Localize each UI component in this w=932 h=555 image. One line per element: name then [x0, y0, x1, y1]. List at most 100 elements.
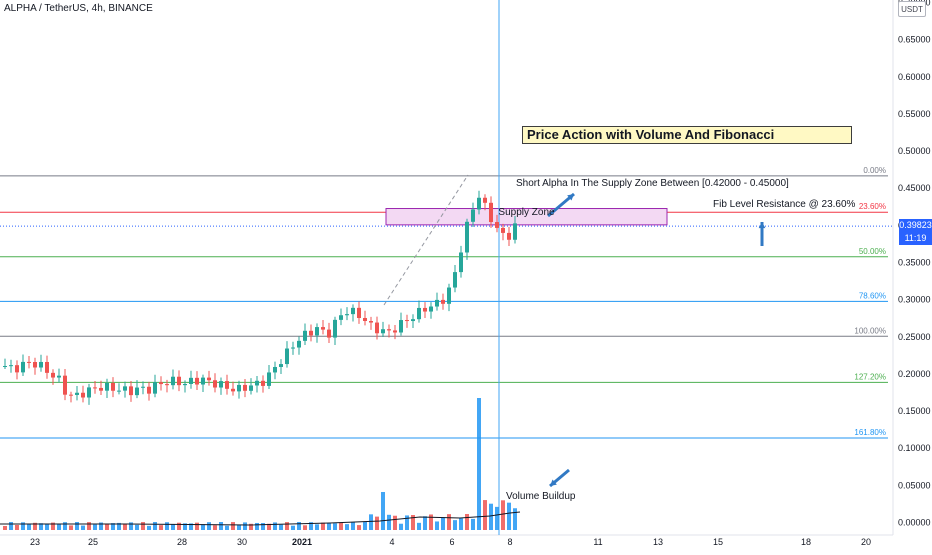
x-tick-label: 28	[177, 537, 187, 547]
chart-annotation-title[interactable]: Price Action with Volume And Fibonacci	[522, 126, 852, 144]
volume-bar	[393, 515, 397, 530]
volume-bar	[441, 517, 445, 530]
candle-body	[453, 272, 457, 288]
volume-bar	[471, 518, 475, 530]
fib-resistance-annotation[interactable]: Fib Level Resistance @ 23.60%	[713, 199, 856, 210]
volume-bar	[39, 523, 43, 530]
currency-badge[interactable]: USDT	[898, 1, 926, 17]
candle-body	[363, 318, 367, 322]
candle-body	[27, 361, 31, 363]
candle-body	[51, 372, 55, 378]
volume-bar	[207, 522, 211, 530]
candle-body	[369, 321, 373, 323]
fib-label: 50.00%	[859, 247, 886, 256]
volume-bar	[219, 522, 223, 530]
volume-bar	[345, 524, 349, 530]
candle-body	[219, 381, 223, 388]
volume-bar	[399, 523, 403, 530]
y-tick-label: 0.15000	[898, 406, 931, 416]
volume-bar	[369, 514, 373, 530]
volume-bar	[171, 524, 175, 530]
candle-body	[309, 330, 313, 336]
volume-bar	[309, 522, 313, 530]
countdown-badge: 11:19	[899, 232, 932, 246]
candle-body	[69, 394, 73, 396]
candle-body	[189, 377, 193, 384]
volume-bar	[45, 523, 49, 530]
candle-body	[345, 314, 349, 316]
candle-body	[57, 375, 61, 378]
candle-body	[195, 377, 199, 385]
candle-body	[333, 319, 337, 338]
supply-zone	[385, 208, 668, 226]
volume-annotation[interactable]: Volume Buildup	[506, 491, 576, 502]
volume-bar	[267, 523, 271, 530]
candle-body	[417, 307, 421, 320]
volume-bar	[51, 522, 55, 530]
candle-body	[327, 329, 331, 338]
y-tick-label: 0.35000	[898, 257, 931, 267]
candle-body	[15, 365, 19, 373]
candle-body	[255, 380, 259, 386]
volume-bar	[15, 524, 19, 530]
fib-label: 0.00%	[863, 166, 886, 175]
volume-bar	[225, 525, 229, 530]
candle-body	[45, 361, 49, 373]
volume-bar	[387, 514, 391, 530]
candle-body	[273, 366, 277, 373]
volume-bar	[27, 524, 31, 530]
volume-bar	[363, 522, 367, 530]
candle-body	[141, 386, 145, 388]
candle-body	[507, 232, 511, 240]
candle-body	[351, 307, 355, 315]
volume-bar	[279, 524, 283, 530]
volume-bar	[249, 523, 253, 530]
candle-body	[447, 287, 451, 304]
volume-bar	[357, 525, 361, 530]
volume-bar	[465, 514, 469, 530]
x-tick-label: 30	[237, 537, 247, 547]
volume-bar	[429, 514, 433, 530]
volume-bar	[411, 515, 415, 530]
short-annotation[interactable]: Short Alpha In The Supply Zone Between […	[516, 178, 789, 189]
symbol-title: ALPHA / TetherUS, 4h, BINANCE	[4, 3, 153, 14]
volume-bar	[231, 522, 235, 530]
volume-bar	[189, 523, 193, 530]
volume-bar	[261, 523, 265, 530]
y-tick-label: 0.55000	[898, 109, 931, 119]
candle-body	[93, 387, 97, 389]
volume-bar	[123, 523, 127, 530]
y-tick-label: 0.30000	[898, 295, 931, 305]
volume-bar	[183, 523, 187, 530]
candle-body	[477, 197, 481, 210]
volume-arrow-icon-head	[550, 479, 557, 486]
volume-bar	[447, 514, 451, 530]
candle-body	[489, 202, 493, 223]
volume-bar	[483, 500, 487, 530]
candle-body	[495, 222, 499, 228]
x-tick-label: 13	[653, 537, 663, 547]
volume-bar	[237, 524, 241, 530]
volume-bar	[3, 526, 7, 530]
candle-body	[237, 384, 241, 392]
candle-body	[111, 383, 115, 391]
candle-body	[381, 329, 385, 334]
volume-bar	[117, 522, 121, 530]
candle-body	[285, 348, 289, 365]
volume-bar	[69, 525, 73, 530]
candle-body	[81, 392, 85, 398]
candle-body	[399, 320, 403, 333]
y-tick-label: 0.45000	[898, 183, 931, 193]
candle-body	[297, 340, 301, 348]
candle-body	[3, 365, 7, 367]
candle-body	[249, 385, 253, 391]
candle-body	[483, 197, 487, 203]
volume-bar	[177, 522, 181, 530]
supply-zone-label: Supply Zone	[498, 207, 555, 218]
volume-bar	[165, 522, 169, 530]
fib-label: 100.00%	[854, 326, 886, 335]
volume-bar	[405, 515, 409, 530]
x-tick-label: 23	[30, 537, 40, 547]
volume-bar	[285, 522, 289, 530]
